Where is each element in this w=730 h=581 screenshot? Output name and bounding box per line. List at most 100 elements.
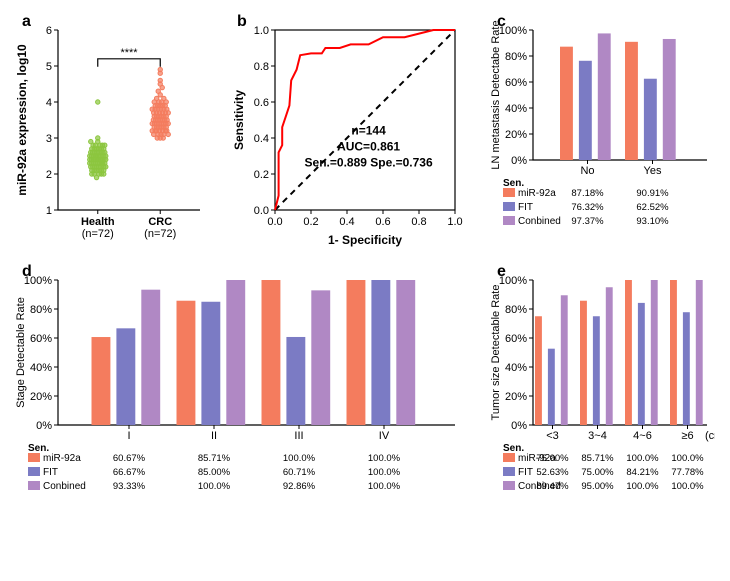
svg-text:6: 6 xyxy=(46,25,52,37)
svg-text:0.8: 0.8 xyxy=(254,61,269,73)
svg-text:100.0%: 100.0% xyxy=(198,481,231,492)
svg-text:5: 5 xyxy=(46,61,52,73)
svg-text:Stage Detectable Rate: Stage Detectable Rate xyxy=(15,297,27,408)
svg-text:Yes: Yes xyxy=(644,165,662,177)
svg-text:60%: 60% xyxy=(505,77,527,89)
svg-text:100.0%: 100.0% xyxy=(671,453,704,464)
svg-text:2: 2 xyxy=(46,169,52,181)
svg-text:0.8: 0.8 xyxy=(411,216,426,228)
svg-text:20%: 20% xyxy=(30,391,52,403)
svg-text:Conbined: Conbined xyxy=(518,216,561,227)
svg-text:76.32%: 76.32% xyxy=(571,202,604,213)
svg-text:0.6: 0.6 xyxy=(254,97,269,109)
svg-text:3: 3 xyxy=(46,133,52,145)
svg-text:Tumor size Detectable Rate: Tumor size Detectable Rate xyxy=(490,285,502,421)
svg-text:0.6: 0.6 xyxy=(375,216,390,228)
panel-e: e0%20%40%60%80%100%Tumor size Detectable… xyxy=(485,260,715,520)
svg-text:20%: 20% xyxy=(505,391,527,403)
svg-text:66.67%: 66.67% xyxy=(113,467,146,478)
svg-text:(cm): (cm) xyxy=(705,430,715,442)
svg-text:100.0%: 100.0% xyxy=(368,481,401,492)
svg-text:0.4: 0.4 xyxy=(339,216,354,228)
svg-text:1.0: 1.0 xyxy=(254,25,269,37)
svg-text:CRC: CRC xyxy=(148,216,172,228)
svg-text:87.18%: 87.18% xyxy=(571,188,604,199)
svg-text:60%: 60% xyxy=(30,333,52,345)
svg-text:4: 4 xyxy=(46,97,52,109)
svg-text:1- Specificity: 1- Specificity xyxy=(328,233,402,247)
svg-text:0.0: 0.0 xyxy=(267,216,282,228)
svg-text:I: I xyxy=(127,430,130,442)
svg-text:4~6: 4~6 xyxy=(633,430,652,442)
svg-text:75.00%: 75.00% xyxy=(581,467,614,478)
svg-text:100%: 100% xyxy=(499,25,527,37)
svg-text:n=144: n=144 xyxy=(351,123,386,137)
svg-text:80%: 80% xyxy=(30,304,52,316)
svg-text:100%: 100% xyxy=(24,275,52,287)
svg-text:Health: Health xyxy=(81,216,115,228)
figure-grid: a 1 2 3 4 5 6 miR-92a expression, log10 Health (n… xyxy=(10,10,720,520)
svg-text:miR-92a expression, log10: miR-92a expression, log10 xyxy=(15,44,29,196)
svg-text:62.52%: 62.52% xyxy=(636,202,669,213)
svg-text:80%: 80% xyxy=(505,51,527,63)
svg-text:Conbined: Conbined xyxy=(43,481,86,492)
svg-text:FIT: FIT xyxy=(518,467,533,478)
svg-text:****: **** xyxy=(120,47,138,59)
svg-text:97.37%: 97.37% xyxy=(571,216,604,227)
svg-text:100.0%: 100.0% xyxy=(368,453,401,464)
svg-text:100.0%: 100.0% xyxy=(283,453,316,464)
svg-text:1: 1 xyxy=(46,205,52,217)
svg-text:Sensitivity: Sensitivity xyxy=(232,90,246,150)
svg-text:III: III xyxy=(294,430,303,442)
svg-text:0.2: 0.2 xyxy=(254,169,269,181)
svg-text:92.86%: 92.86% xyxy=(283,481,316,492)
panel-c: c0%20%40%60%80%100%LN metastasis Detecta… xyxy=(485,10,715,250)
svg-text:100%: 100% xyxy=(499,275,527,287)
svg-text:≥6: ≥6 xyxy=(681,430,693,442)
svg-text:IV: IV xyxy=(379,430,390,442)
svg-text:80%: 80% xyxy=(505,304,527,316)
svg-text:(n=72): (n=72) xyxy=(144,228,176,240)
svg-text:90.91%: 90.91% xyxy=(636,188,669,199)
svg-text:100.0%: 100.0% xyxy=(626,453,659,464)
svg-text:0.2: 0.2 xyxy=(303,216,318,228)
svg-text:0%: 0% xyxy=(511,420,527,432)
svg-text:77.78%: 77.78% xyxy=(671,467,704,478)
panel-a: a 1 2 3 4 5 6 miR-92a expression, log10 Health (n… xyxy=(10,10,210,250)
svg-text:100.0%: 100.0% xyxy=(671,481,704,492)
svg-text:Sen.=0.889 Spe.=0.736: Sen.=0.889 Spe.=0.736 xyxy=(305,155,433,169)
svg-text:3~4: 3~4 xyxy=(588,430,607,442)
svg-text:40%: 40% xyxy=(505,362,527,374)
svg-text:AUC=0.861: AUC=0.861 xyxy=(337,139,400,153)
svg-text:<3: <3 xyxy=(546,430,559,442)
svg-text:60%: 60% xyxy=(505,333,527,345)
svg-text:FIT: FIT xyxy=(518,202,533,213)
svg-text:0.0: 0.0 xyxy=(254,205,269,217)
svg-text:84.21%: 84.21% xyxy=(626,467,659,478)
svg-text:60.71%: 60.71% xyxy=(283,467,316,478)
svg-text:No: No xyxy=(580,165,594,177)
svg-text:40%: 40% xyxy=(505,103,527,115)
svg-text:100.0%: 100.0% xyxy=(626,481,659,492)
svg-text:93.33%: 93.33% xyxy=(113,481,146,492)
svg-text:1.0: 1.0 xyxy=(447,216,462,228)
svg-text:0%: 0% xyxy=(511,155,527,167)
svg-text:75.00%: 75.00% xyxy=(536,453,569,464)
svg-text:20%: 20% xyxy=(505,129,527,141)
svg-text:LN metastasis Detectabe Rate: LN metastasis Detectabe Rate xyxy=(490,20,502,169)
svg-text:FIT: FIT xyxy=(43,467,58,478)
svg-text:40%: 40% xyxy=(30,362,52,374)
svg-text:II: II xyxy=(211,430,217,442)
svg-text:85.00%: 85.00% xyxy=(198,467,231,478)
svg-text:100.0%: 100.0% xyxy=(368,467,401,478)
svg-text:93.10%: 93.10% xyxy=(636,216,669,227)
svg-text:b: b xyxy=(237,13,247,30)
svg-text:52.63%: 52.63% xyxy=(536,467,569,478)
svg-text:a: a xyxy=(22,13,31,30)
panel-d: d0%20%40%60%80%100%Stage Detectable Rate… xyxy=(10,260,470,520)
svg-text:85.71%: 85.71% xyxy=(198,453,231,464)
svg-text:89.47%: 89.47% xyxy=(536,481,569,492)
svg-text:60.67%: 60.67% xyxy=(113,453,146,464)
svg-text:0%: 0% xyxy=(36,420,52,432)
svg-text:95.00%: 95.00% xyxy=(581,481,614,492)
